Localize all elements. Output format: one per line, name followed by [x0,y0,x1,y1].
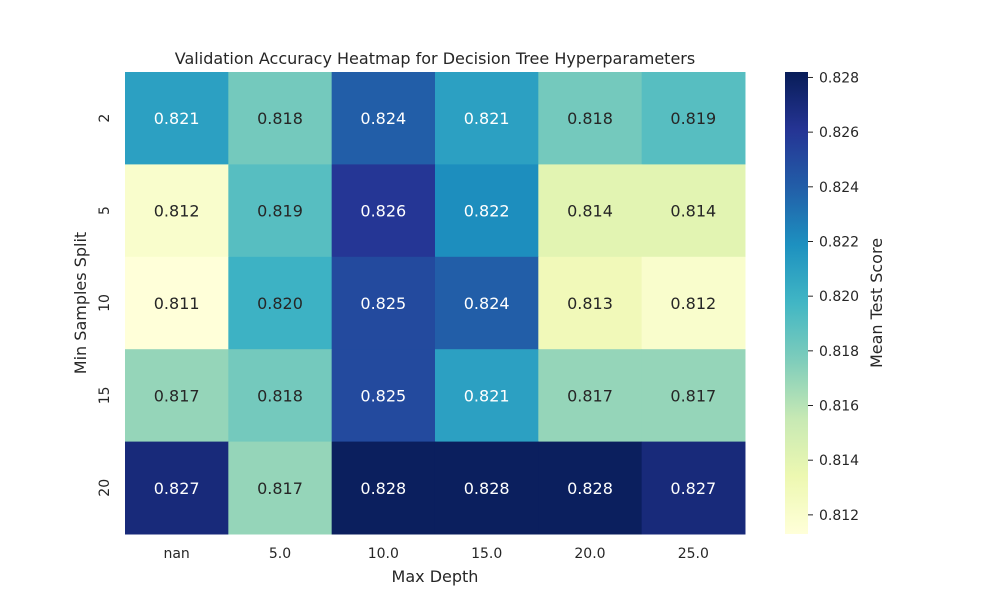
colorbar-tick-label: 0.814 [819,453,859,469]
heatmap-cell-label: 0.819 [670,109,716,128]
colorbar-tick-label: 0.812 [819,508,859,524]
heatmap-cell-label: 0.821 [464,109,510,128]
heatmap-cell-label: 0.822 [464,202,510,221]
x-tick-label: 25.0 [678,546,709,562]
colorbar [785,72,808,534]
heatmap-cell [434,164,539,258]
heatmap-cell-label: 0.814 [670,202,716,221]
heatmap-cell [125,72,229,165]
y-axis-label: Min Samples Split [71,232,90,374]
y-tick-label: 15 [97,386,113,404]
x-tick-labels: nan 5.0 10.0 15.0 20.0 25.0 [163,546,708,562]
x-tick-label: nan [163,546,189,562]
colorbar-tick-label: 0.822 [819,234,859,250]
heatmap-cell [331,349,436,443]
heatmap-cell [434,256,539,350]
heatmap-cell [331,164,436,258]
heatmap-cell-label: 0.817 [670,386,716,405]
heatmap-cell [641,349,746,443]
x-tick-label: 5.0 [269,546,291,562]
heatmap-cell [434,72,539,165]
y-tick-label: 5 [97,206,113,215]
heatmap-cell [641,72,746,165]
colorbar-tick-label: 0.824 [819,180,859,196]
heatmap-cell-label: 0.824 [464,294,510,313]
heatmap-cell [228,164,333,258]
heatmap-cell-label: 0.824 [360,109,406,128]
heatmap-cell [538,256,643,350]
x-axis-label: Max Depth [392,567,479,586]
colorbar-tick-label: 0.826 [819,125,859,141]
heatmap-cell [228,256,333,350]
x-tick-label: 20.0 [574,546,605,562]
heatmap-cell [538,349,643,443]
heatmap-cell [125,164,229,258]
colorbar-tick-label: 0.820 [819,289,859,305]
y-tick-labels: 2 5 10 15 20 [97,114,113,497]
colorbar-tick-label: 0.828 [819,70,859,86]
colorbar-tick-label: 0.818 [819,344,859,360]
colorbar-ticks: 0.812 0.814 0.816 0.818 0.820 0.822 0.824 0.826… [808,70,859,524]
heatmap-cell-label: 0.827 [154,479,200,498]
heatmap-cell-label: 0.818 [257,386,303,405]
heatmap-cells [125,72,746,535]
heatmap-cell [125,349,229,443]
heatmap-cell-label: 0.821 [464,386,510,405]
heatmap-cell [228,349,333,443]
heatmap-cell-label: 0.813 [567,294,613,313]
heatmap-cell-label: 0.825 [360,386,406,405]
heatmap-cell-label: 0.817 [154,386,200,405]
heatmap-cell-label: 0.827 [670,479,716,498]
heatmap-cell [538,164,643,258]
heatmap-cell [331,72,436,165]
colorbar-label: Mean Test Score [867,238,886,368]
heatmap-cell-label: 0.825 [360,294,406,313]
chart-title: Validation Accuracy Heatmap for Decision… [175,49,695,68]
heatmap-cell-label: 0.812 [154,202,200,221]
heatmap-cell-label: 0.817 [567,386,613,405]
heatmap-cell [434,441,539,535]
heatmap-cell-label: 0.821 [154,109,200,128]
heatmap-cell [331,441,436,535]
heatmap-cell [538,72,643,165]
heatmap-cell [641,164,746,258]
heatmap-cell [331,256,436,350]
x-tick-label: 15.0 [471,546,502,562]
heatmap-cell-label: 0.828 [567,479,613,498]
heatmap-cell-label: 0.828 [464,479,510,498]
heatmap-cell-label: 0.826 [360,202,406,221]
heatmap-cell [228,72,333,165]
heatmap-cell-label: 0.817 [257,479,303,498]
y-tick-label: 20 [97,479,113,497]
heatmap-cell-labels: 0.821 0.818 0.824 0.821 0.818 0.819 0.812 0.819… [154,109,716,498]
heatmap-cell [125,256,229,350]
heatmap-cell-label: 0.818 [567,109,613,128]
heatmap-cell-label: 0.818 [257,109,303,128]
colorbar-tick-label: 0.816 [819,399,859,415]
x-tick-label: 10.0 [368,546,399,562]
heatmap-cell-label: 0.820 [257,294,303,313]
heatmap-cell [228,441,333,535]
heatmap-cell-label: 0.814 [567,202,613,221]
heatmap-cell [538,441,643,535]
heatmap-cell-label: 0.811 [154,294,200,313]
heatmap-cell-label: 0.828 [360,479,406,498]
y-tick-label: 10 [97,294,113,312]
heatmap-cell [434,349,539,443]
heatmap-cell-label: 0.819 [257,202,303,221]
heatmap-cell [641,256,746,350]
heatmap-cell [125,441,229,535]
heatmap-cell-label: 0.812 [670,294,716,313]
y-tick-label: 2 [97,114,113,123]
heatmap-cell [641,441,746,535]
